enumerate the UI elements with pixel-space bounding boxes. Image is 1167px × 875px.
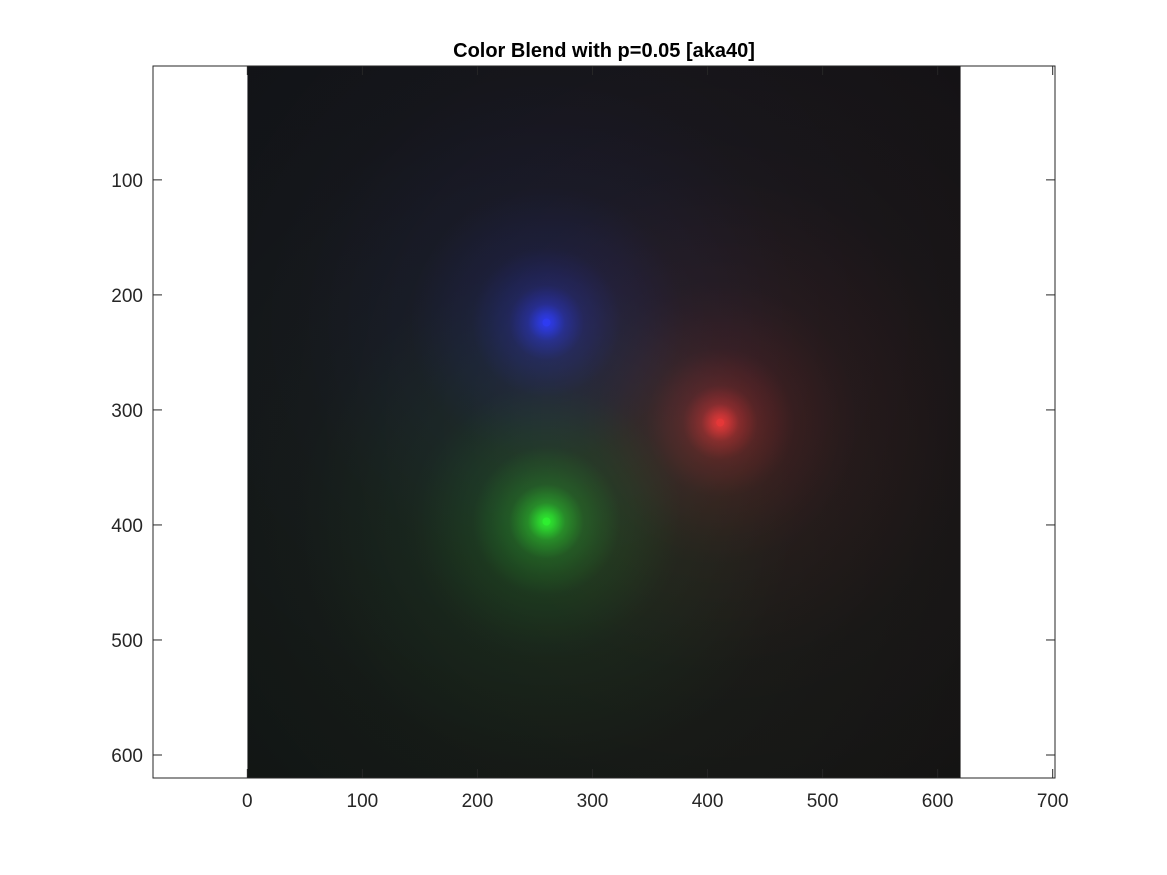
- y-tick-label: 200: [111, 286, 143, 307]
- color-blend-image: [247, 66, 961, 778]
- x-tick-label: 600: [922, 791, 954, 812]
- x-tick-label: 700: [1037, 791, 1069, 812]
- blend-group: [247, 66, 961, 778]
- y-tick-label: 300: [111, 401, 143, 422]
- x-tick-label: 500: [807, 791, 839, 812]
- image-clip-group: [247, 66, 961, 778]
- source-point-green: [542, 517, 551, 526]
- y-tick-label: 500: [111, 631, 143, 652]
- y-tick-label: 400: [111, 516, 143, 537]
- axes-frame: [152, 65, 1056, 779]
- x-tick-label: 100: [347, 791, 379, 812]
- chart-title: Color Blend with p=0.05 [aka40]: [453, 40, 755, 62]
- tick-marks: [153, 66, 1055, 778]
- x-tick-label: 0: [242, 791, 253, 812]
- x-tick-label: 300: [577, 791, 609, 812]
- x-tick-label: 400: [692, 791, 724, 812]
- y-tick-label: 600: [111, 746, 143, 767]
- axes: [152, 65, 1056, 779]
- x-tick-label: 200: [462, 791, 494, 812]
- tick-labels: 0 100 200 300 400 500 600 700 100 200 300 400 500 600: [111, 171, 1068, 812]
- source-glow-green: [247, 66, 961, 778]
- y-tick-label: 100: [111, 171, 143, 192]
